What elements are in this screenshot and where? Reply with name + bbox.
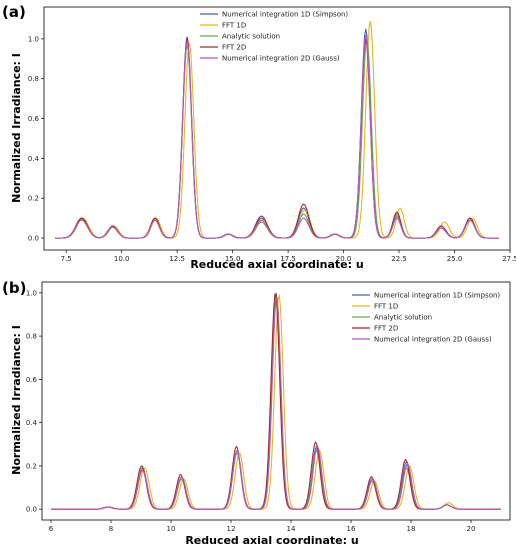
panel-a-ytick-label: 0.4: [28, 155, 40, 163]
panel-a-series: [55, 20, 499, 239]
panel-b-series-line-5: [51, 297, 501, 510]
panel-a-ytick-label: 0.2: [28, 195, 39, 203]
panel-b-ytick-label: 0.2: [26, 462, 37, 470]
panel-a-xtick-label: 12.5: [169, 255, 185, 263]
panel-a-xtick-label: 22.5: [391, 255, 407, 263]
panel-b-legend-label: FFT 2D: [374, 325, 398, 333]
panel-a-label: (a): [2, 3, 26, 21]
panel-b-series-line-1: [51, 292, 501, 510]
panel-b-ytick-label: 0.8: [26, 333, 37, 341]
panel-a-legend: Numerical integration 1D (Simpson) FFT 1D…: [200, 11, 348, 63]
panel-b-legend-label: Numerical integration 1D (Simpson): [374, 292, 500, 300]
panel-a-legend-label: FFT 1D: [222, 22, 246, 30]
panel-a: (a) 7.5 10.0 12.5 15.0 17.5 20.0 22.5 25.0 27.5 0…: [2, 3, 516, 271]
panel-a-xtick-label: 20.0: [336, 255, 352, 263]
panel-b-label: (b): [2, 279, 26, 297]
panel-b-legend-label: Numerical integration 2D (Gauss): [374, 336, 492, 344]
panel-b-xtick-label: 8: [109, 525, 113, 533]
panel-b-ylabel: Normalized Irradiance: I: [10, 325, 23, 475]
panel-b-ytick-label: 1.0: [26, 289, 37, 297]
panel-b-ticks: 6 8 10 12 14 16 18 20 0.0 0.2 0.4 0.6 0.8 1.0: [26, 289, 476, 533]
panel-b-xlabel: Reduced axial coordinate: u: [185, 534, 358, 547]
panel-a-xtick-label: 17.5: [280, 255, 296, 263]
panel-a-ytick-label: 0.8: [28, 75, 39, 83]
panel-b-xtick-label: 14: [287, 525, 296, 533]
panel-b-legend-label: FFT 1D: [374, 303, 398, 311]
panel-a-legend-label: Numerical integration 1D (Simpson): [222, 11, 348, 19]
panel-b-series-line-4: [51, 293, 501, 510]
panel-a-xlabel: Reduced axial coordinate: u: [190, 258, 363, 271]
panel-a-legend-label: Analytic solution: [222, 33, 280, 41]
panel-b-plot-frame: [41, 281, 511, 521]
panel-a-ylabel: Normalized Irradiance: I: [10, 53, 23, 203]
panel-a-series-line-5: [55, 34, 499, 239]
panel-b-legend: Numerical integration 1D (Simpson) FFT 1D…: [352, 292, 500, 344]
panel-a-series-line-3: [55, 38, 499, 239]
panel-a-legend-label: Numerical integration 2D (Gauss): [222, 55, 340, 63]
panel-b-ytick-label: 0.6: [26, 376, 38, 384]
panel-a-legend-label: FFT 2D: [222, 44, 246, 52]
panel-b-xtick-label: 6: [49, 525, 54, 533]
panel-b: (b) 6 8 10 12 14 16 18 20 0.0 0.2 0.4 0.6 0.8 1.0 Red…: [2, 279, 511, 547]
panel-b-xtick-label: 20: [467, 525, 476, 533]
panel-b-ytick-label: 0.0: [26, 506, 37, 514]
panel-a-ytick-label: 0.0: [28, 235, 39, 243]
panel-a-xtick-label: 25.0: [447, 255, 463, 263]
panel-b-xtick-label: 10: [167, 525, 176, 533]
panel-b-series: [51, 292, 501, 510]
panel-a-xtick-label: 15.0: [225, 255, 241, 263]
panel-b-xtick-label: 16: [347, 525, 356, 533]
panel-a-ticks: 7.5 10.0 12.5 15.0 17.5 20.0 22.5 25.0 27.5 0.0 0.…: [28, 35, 516, 263]
panel-a-xtick-label: 27.5: [502, 255, 516, 263]
panel-b-xtick-label: 12: [227, 525, 236, 533]
panel-b-series-line-3: [51, 294, 501, 510]
panel-a-ytick-label: 1.0: [28, 35, 39, 43]
panel-a-series-line-4: [55, 36, 499, 239]
panel-a-series-line-2: [55, 20, 499, 239]
panel-b-ytick-label: 0.4: [26, 419, 38, 427]
panel-b-series-line-2: [51, 293, 501, 510]
panel-a-ytick-label: 0.6: [28, 115, 40, 123]
panel-a-xtick-label: 7.5: [61, 255, 72, 263]
panel-a-xtick-label: 10.0: [114, 255, 130, 263]
panel-b-legend-label: Analytic solution: [374, 314, 432, 322]
panel-a-plot-frame: [43, 6, 511, 251]
panel-b-xtick-label: 18: [407, 525, 416, 533]
